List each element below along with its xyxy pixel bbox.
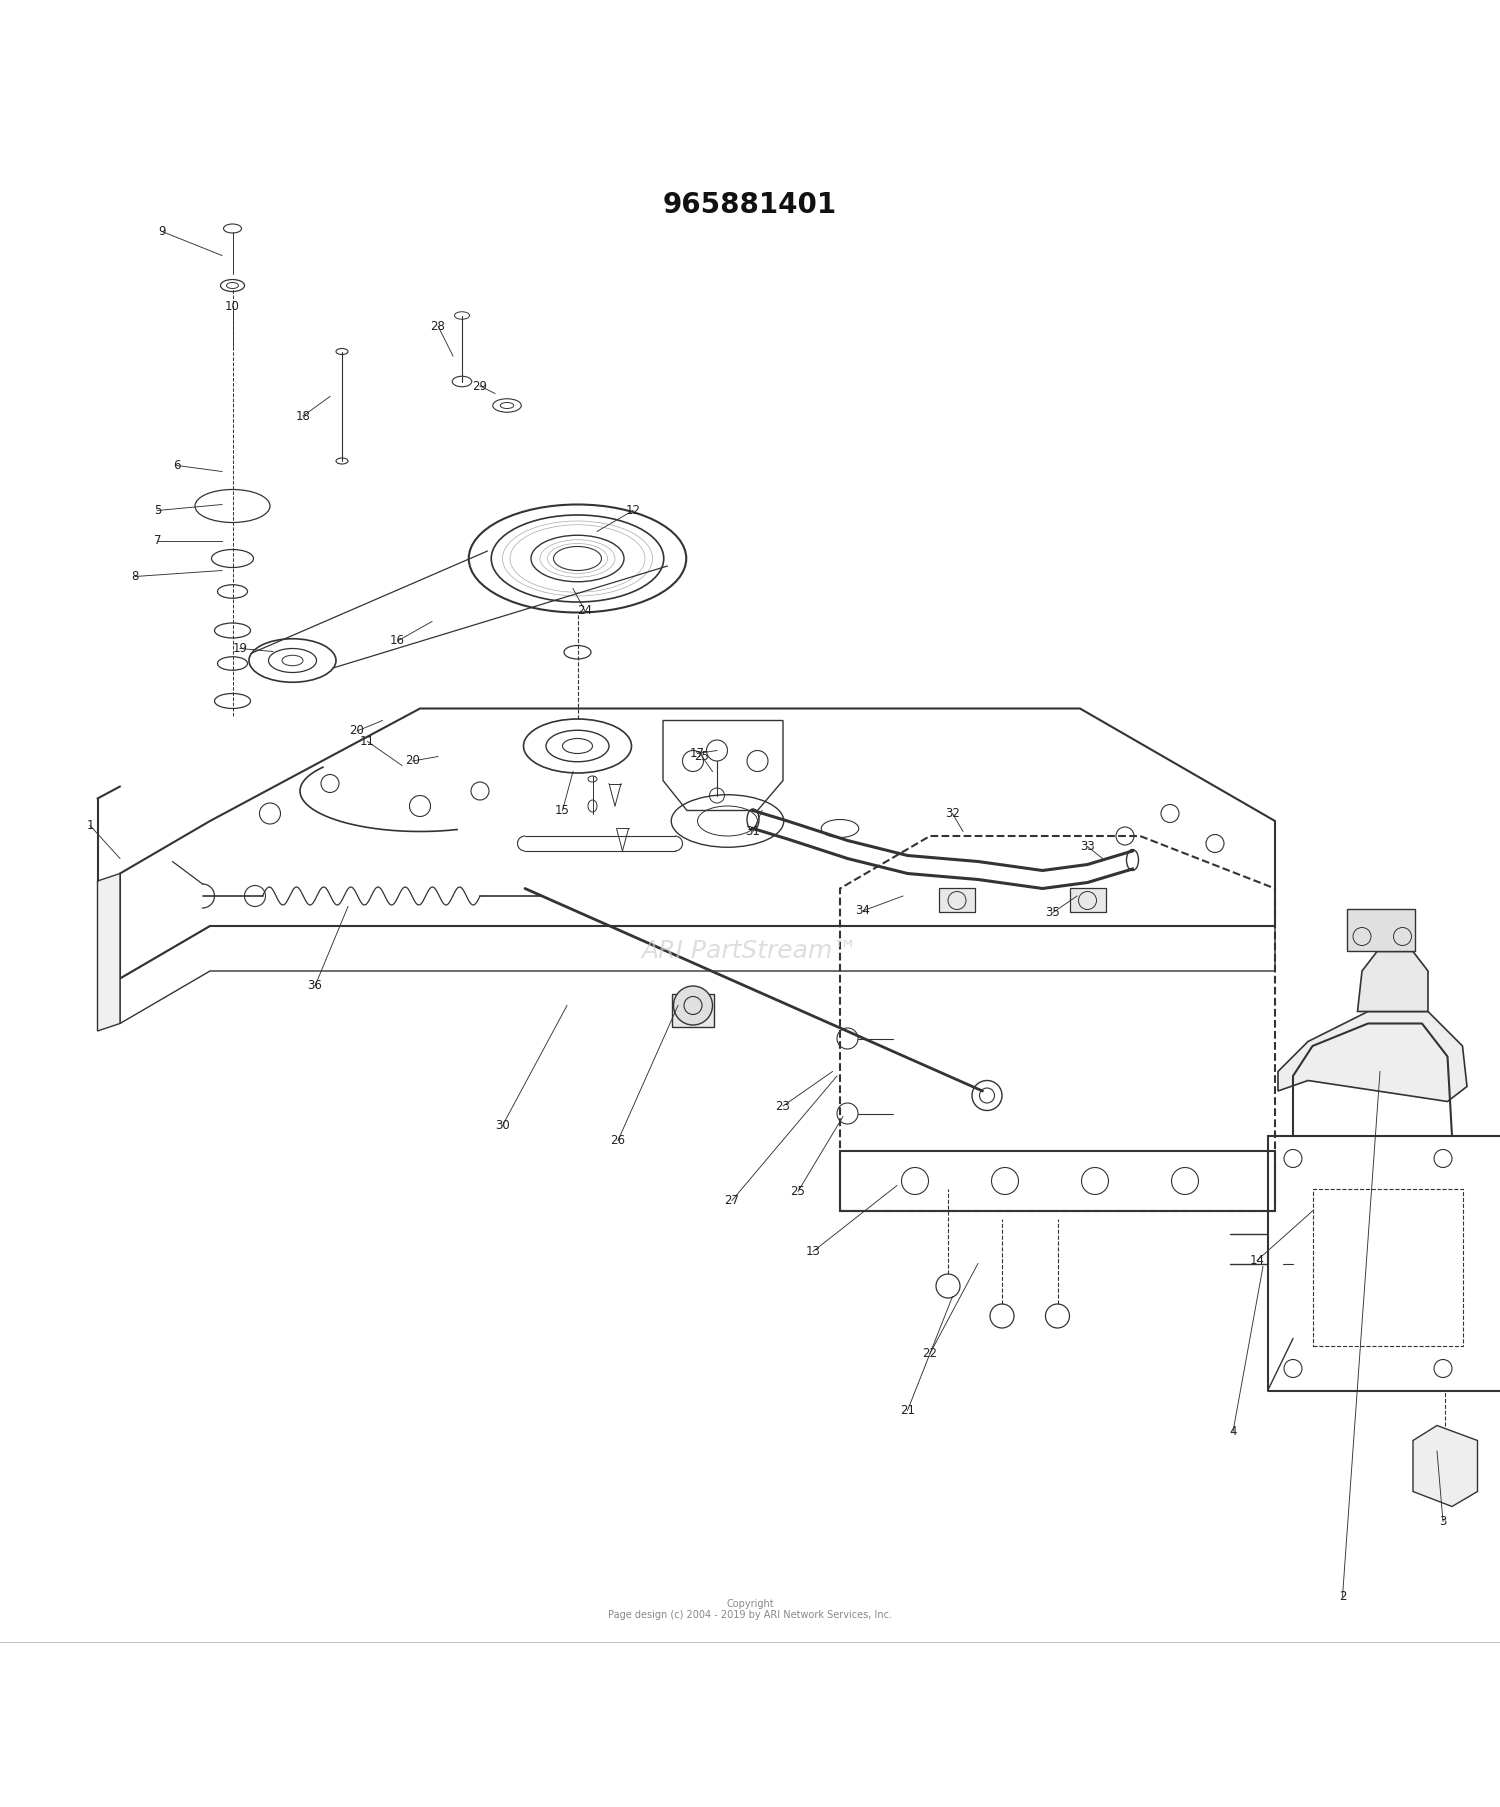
Bar	[939, 889, 975, 913]
Text: 30: 30	[495, 1119, 510, 1131]
Text: 25: 25	[790, 1185, 806, 1198]
Text: 15: 15	[555, 804, 570, 817]
Text: Copyright
Page design (c) 2004 - 2019 by ARI Network Services, Inc.: Copyright Page design (c) 2004 - 2019 by…	[608, 1599, 892, 1621]
Polygon shape	[1413, 1426, 1478, 1507]
Text: 5: 5	[154, 504, 160, 517]
Polygon shape	[1278, 1012, 1467, 1102]
Text: 24: 24	[578, 605, 592, 618]
Text: 20: 20	[405, 755, 420, 768]
Text: 31: 31	[746, 826, 760, 838]
Text: 13: 13	[806, 1245, 820, 1258]
Bar	[1312, 1189, 1462, 1346]
Text: 16: 16	[390, 634, 405, 647]
Circle shape	[674, 987, 712, 1025]
Bar	[672, 994, 714, 1026]
Text: 32: 32	[945, 808, 960, 820]
Text: 28: 28	[430, 320, 445, 332]
Text: 14: 14	[1250, 1254, 1264, 1267]
Text: 17: 17	[690, 746, 705, 761]
Text: ARI PartStream™: ARI PartStream™	[642, 940, 858, 963]
Text: 6: 6	[172, 459, 180, 472]
Text: 1: 1	[86, 819, 93, 831]
Text: 9: 9	[159, 226, 165, 239]
Text: 2: 2	[1338, 1590, 1347, 1603]
Text: 965881401: 965881401	[663, 192, 837, 219]
Text: 25: 25	[694, 750, 709, 763]
Text: 35: 35	[1046, 905, 1060, 920]
Text: 33: 33	[1080, 840, 1095, 853]
Text: 4: 4	[1230, 1426, 1236, 1438]
Text: 34: 34	[855, 905, 870, 918]
Text: 29: 29	[472, 379, 488, 392]
Text: 3: 3	[1440, 1514, 1446, 1529]
Bar	[1347, 909, 1414, 952]
Text: 27: 27	[724, 1194, 740, 1207]
Text: 23: 23	[776, 1099, 790, 1113]
Text: 11: 11	[360, 735, 375, 748]
Bar	[1070, 889, 1106, 913]
Text: 7: 7	[153, 535, 162, 548]
Polygon shape	[98, 873, 120, 1032]
Text: 18: 18	[296, 410, 310, 423]
Text: 26: 26	[610, 1135, 626, 1147]
Text: 36: 36	[308, 979, 322, 992]
Polygon shape	[1358, 952, 1428, 1012]
Text: 10: 10	[225, 300, 240, 313]
Text: 22: 22	[922, 1346, 938, 1361]
Text: 19: 19	[232, 641, 248, 654]
Text: 12: 12	[626, 504, 640, 517]
Text: 20: 20	[350, 725, 364, 737]
Text: 8: 8	[132, 569, 138, 584]
Text: 21: 21	[900, 1404, 915, 1417]
